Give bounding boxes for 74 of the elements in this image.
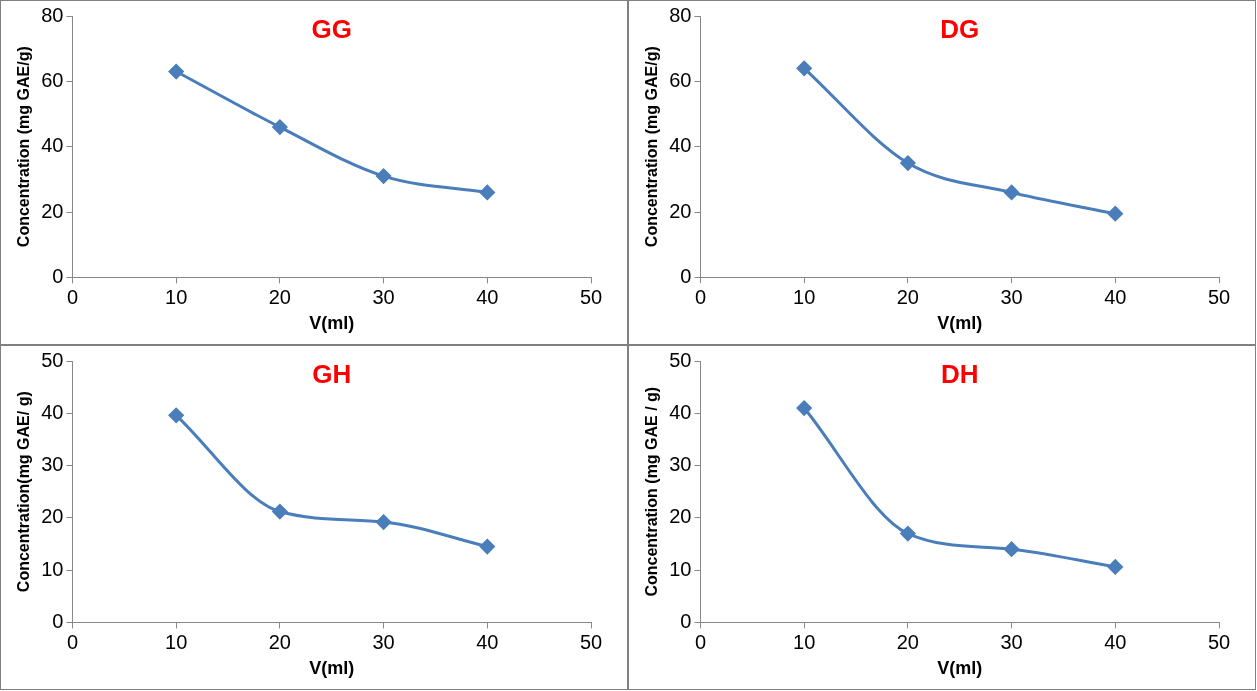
- x-tick-label: 0: [694, 285, 707, 308]
- x-axis-title: V(ml): [937, 313, 983, 334]
- y-tick-label: 50: [41, 348, 64, 371]
- y-axis-title: Concentration (mg GAE / g): [643, 386, 661, 597]
- x-tick-label: 20: [268, 285, 291, 308]
- x-tick-label: 30: [1000, 630, 1023, 653]
- x-tick-label: 50: [579, 285, 603, 308]
- point: [900, 526, 916, 542]
- point: [1107, 206, 1123, 222]
- x-tick-label: 50: [1207, 285, 1231, 308]
- y-tick-label: 40: [41, 400, 64, 423]
- point: [796, 400, 812, 416]
- y-tick-label: 80: [41, 3, 64, 26]
- point: [796, 60, 812, 76]
- point: [272, 504, 288, 520]
- x-tick-label: 0: [694, 630, 707, 653]
- x-tick-label: 0: [66, 630, 79, 653]
- chart-title: DG: [940, 14, 980, 45]
- x-tick-label: 30: [372, 285, 395, 308]
- x-tick-label: 40: [1104, 285, 1127, 308]
- point: [1107, 559, 1123, 575]
- y-tick-label: 20: [41, 199, 64, 222]
- y-tick-label: 0: [680, 609, 692, 632]
- point: [168, 407, 184, 423]
- point: [479, 539, 495, 555]
- x-axis-title: V(ml): [937, 658, 983, 679]
- y-tick-label: 60: [41, 68, 64, 91]
- x-tick-label: 10: [165, 630, 188, 653]
- x-tick-label: 30: [372, 630, 395, 653]
- x-tick-label: 50: [1207, 630, 1231, 653]
- y-tick-label: 30: [41, 453, 64, 476]
- y-tick-label: 20: [669, 505, 692, 528]
- chart-title: GG: [311, 14, 352, 45]
- y-axis-title: Concentration (mg GAE/g): [15, 46, 33, 248]
- point: [168, 64, 184, 80]
- x-axis-title: V(ml): [309, 658, 355, 679]
- x-tick-label: 20: [896, 630, 919, 653]
- y-tick-label: 40: [41, 134, 64, 157]
- point: [376, 514, 392, 530]
- y-tick-label: 40: [669, 400, 692, 423]
- x-tick-label: 50: [579, 630, 603, 653]
- y-tick-label: 0: [680, 264, 692, 287]
- x-tick-label: 40: [476, 285, 499, 308]
- chart-title: DH: [940, 359, 979, 390]
- chart-title: GH: [312, 359, 352, 390]
- y-tick-label: 30: [669, 453, 692, 476]
- x-tick-label: 20: [268, 630, 291, 653]
- y-axis-title: Concentration (mg GAE/g): [643, 46, 661, 248]
- x-tick-label: 40: [476, 630, 499, 653]
- x-tick-label: 30: [1000, 285, 1023, 308]
- point: [1004, 541, 1020, 557]
- y-tick-label: 40: [669, 134, 692, 157]
- y-tick-label: 0: [52, 264, 64, 287]
- y-tick-label: 10: [669, 557, 692, 580]
- point: [272, 119, 288, 135]
- x-tick-label: 0: [66, 285, 79, 308]
- x-tick-label: 10: [793, 630, 816, 653]
- y-tick-label: 20: [41, 505, 64, 528]
- y-tick-label: 80: [669, 3, 692, 26]
- point: [1004, 184, 1020, 200]
- y-axis-title: Concentration(mg GAE/ g): [15, 391, 33, 593]
- point: [900, 155, 916, 171]
- point: [376, 168, 392, 184]
- y-tick-label: 20: [669, 199, 692, 222]
- x-tick-label: 40: [1104, 630, 1127, 653]
- x-tick-label: 20: [896, 285, 919, 308]
- y-tick-label: 50: [669, 348, 692, 371]
- x-axis-title: V(ml): [309, 313, 355, 334]
- x-tick-label: 10: [165, 285, 188, 308]
- y-tick-label: 60: [669, 68, 692, 91]
- y-tick-label: 0: [52, 609, 64, 632]
- y-tick-label: 10: [41, 557, 64, 580]
- x-tick-label: 10: [793, 285, 816, 308]
- point: [479, 184, 495, 200]
